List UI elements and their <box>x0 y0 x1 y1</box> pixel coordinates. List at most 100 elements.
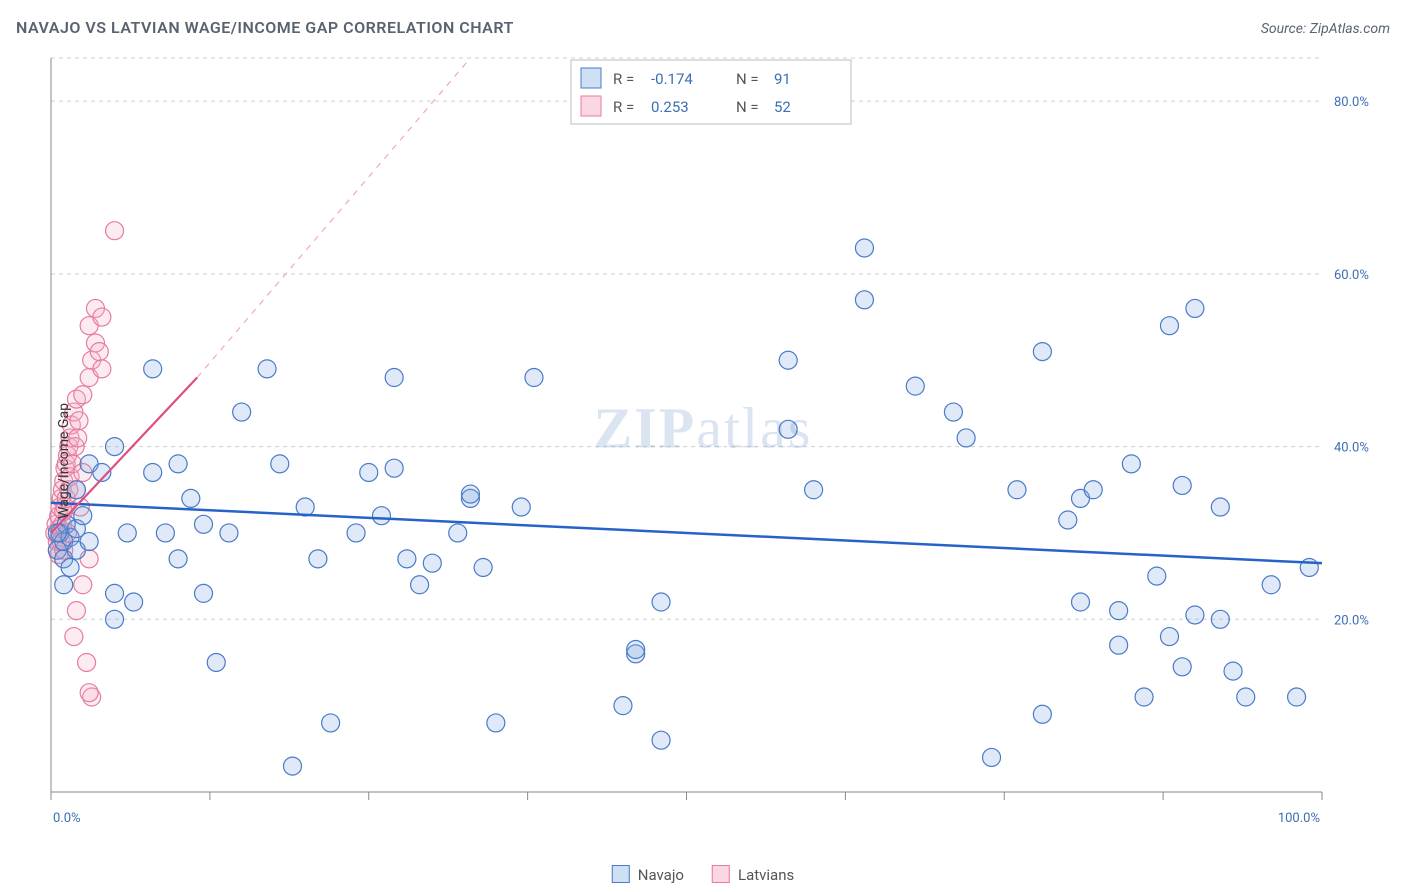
navajo-point <box>195 515 213 533</box>
navajo-point <box>957 429 975 447</box>
navajo-trendline <box>51 503 1322 563</box>
navajo-point <box>805 481 823 499</box>
svg-text:100.0%: 100.0% <box>1278 811 1320 826</box>
navajo-point <box>779 351 797 369</box>
source-attribution: Source: ZipAtlas.com <box>1261 21 1390 37</box>
latvians-point <box>90 343 108 361</box>
latvians-point <box>106 222 124 240</box>
navajo-point <box>525 369 543 387</box>
latvians-point <box>65 628 83 646</box>
navajo-point <box>106 438 124 456</box>
navajo-point <box>182 489 200 507</box>
navajo-point <box>614 697 632 715</box>
navajo-point <box>1211 498 1229 516</box>
navajo-point <box>906 377 924 395</box>
navajo-point <box>652 593 670 611</box>
navajo-point <box>309 550 327 568</box>
navajo-point <box>1122 455 1140 473</box>
chart-title: NAVAJO VS LATVIAN WAGE/INCOME GAP CORREL… <box>16 18 514 37</box>
navajo-point <box>80 533 98 551</box>
svg-text:91: 91 <box>774 70 791 88</box>
y-axis-label: Wage/Income Gap <box>56 403 72 519</box>
navajo-point <box>385 459 403 477</box>
navajo-point <box>1173 658 1191 676</box>
navajo-point <box>1084 481 1102 499</box>
latvians-point <box>74 576 92 594</box>
navajo-point <box>156 524 174 542</box>
latvians-point <box>67 602 85 620</box>
svg-text:60.0%: 60.0% <box>1334 268 1369 283</box>
svg-text:N =: N = <box>736 98 759 116</box>
svg-text:52: 52 <box>774 98 791 116</box>
svg-text:40.0%: 40.0% <box>1334 441 1369 456</box>
navajo-point <box>1237 688 1255 706</box>
navajo-point <box>144 360 162 378</box>
svg-text:N =: N = <box>736 70 759 88</box>
navajo-point <box>1072 593 1090 611</box>
navajo-point <box>125 593 143 611</box>
navajo-point <box>398 550 416 568</box>
navajo-point <box>144 463 162 481</box>
svg-text:20.0%: 20.0% <box>1334 613 1369 628</box>
navajo-point <box>1173 476 1191 494</box>
navajo-point <box>1224 662 1242 680</box>
svg-text:80.0%: 80.0% <box>1334 95 1369 110</box>
legend-item: Navajo <box>612 865 684 884</box>
navajo-point <box>461 485 479 503</box>
navajo-point <box>360 463 378 481</box>
navajo-point <box>169 455 187 473</box>
navajo-point <box>258 360 276 378</box>
navajo-point <box>1211 610 1229 628</box>
navajo-point <box>61 558 79 576</box>
navajo-point <box>855 291 873 309</box>
navajo-point <box>1160 317 1178 335</box>
navajo-point <box>1186 299 1204 317</box>
navajo-point <box>1160 628 1178 646</box>
navajo-point <box>1033 705 1051 723</box>
svg-text:R =: R = <box>613 98 634 116</box>
navajo-point <box>195 584 213 602</box>
navajo-point <box>207 653 225 671</box>
navajo-point <box>1262 576 1280 594</box>
navajo-point <box>1186 606 1204 624</box>
navajo-point <box>1135 688 1153 706</box>
navajo-point <box>347 524 365 542</box>
navajo-point <box>423 554 441 572</box>
navajo-point <box>1033 343 1051 361</box>
navajo-point <box>1059 511 1077 529</box>
navajo-point <box>169 550 187 568</box>
navajo-point <box>106 610 124 628</box>
navajo-point <box>449 524 467 542</box>
latvians-point <box>80 684 98 702</box>
latvians-point <box>93 308 111 326</box>
legend-swatch <box>712 865 730 883</box>
latvians-point <box>70 412 88 430</box>
svg-text:R =: R = <box>613 70 634 88</box>
series-legend: NavajoLatvians <box>612 865 794 884</box>
navajo-point <box>487 714 505 732</box>
svg-text:0.0%: 0.0% <box>53 811 81 826</box>
navajo-point <box>1110 602 1128 620</box>
svg-text:0.253: 0.253 <box>651 98 689 116</box>
navajo-point <box>118 524 136 542</box>
navajo-point <box>779 420 797 438</box>
navajo-point <box>372 507 390 525</box>
latvians-point <box>74 386 92 404</box>
navajo-point <box>1288 688 1306 706</box>
navajo-point <box>106 584 124 602</box>
navajo-point <box>1110 636 1128 654</box>
navajo-point <box>1148 567 1166 585</box>
navajo-point <box>474 558 492 576</box>
navajo-point <box>944 403 962 421</box>
navajo-point <box>411 576 429 594</box>
scatter-chart: 0.0%100.0%20.0%40.0%60.0%80.0%R =-0.174N… <box>16 50 1390 850</box>
navajo-point <box>652 731 670 749</box>
navajo-point <box>627 641 645 659</box>
navajo-point <box>322 714 340 732</box>
latvians-point <box>78 653 96 671</box>
latvians-point <box>93 360 111 378</box>
legend-swatch <box>612 865 630 883</box>
navajo-point <box>855 239 873 257</box>
navajo-point <box>1008 481 1026 499</box>
navajo-point <box>271 455 289 473</box>
